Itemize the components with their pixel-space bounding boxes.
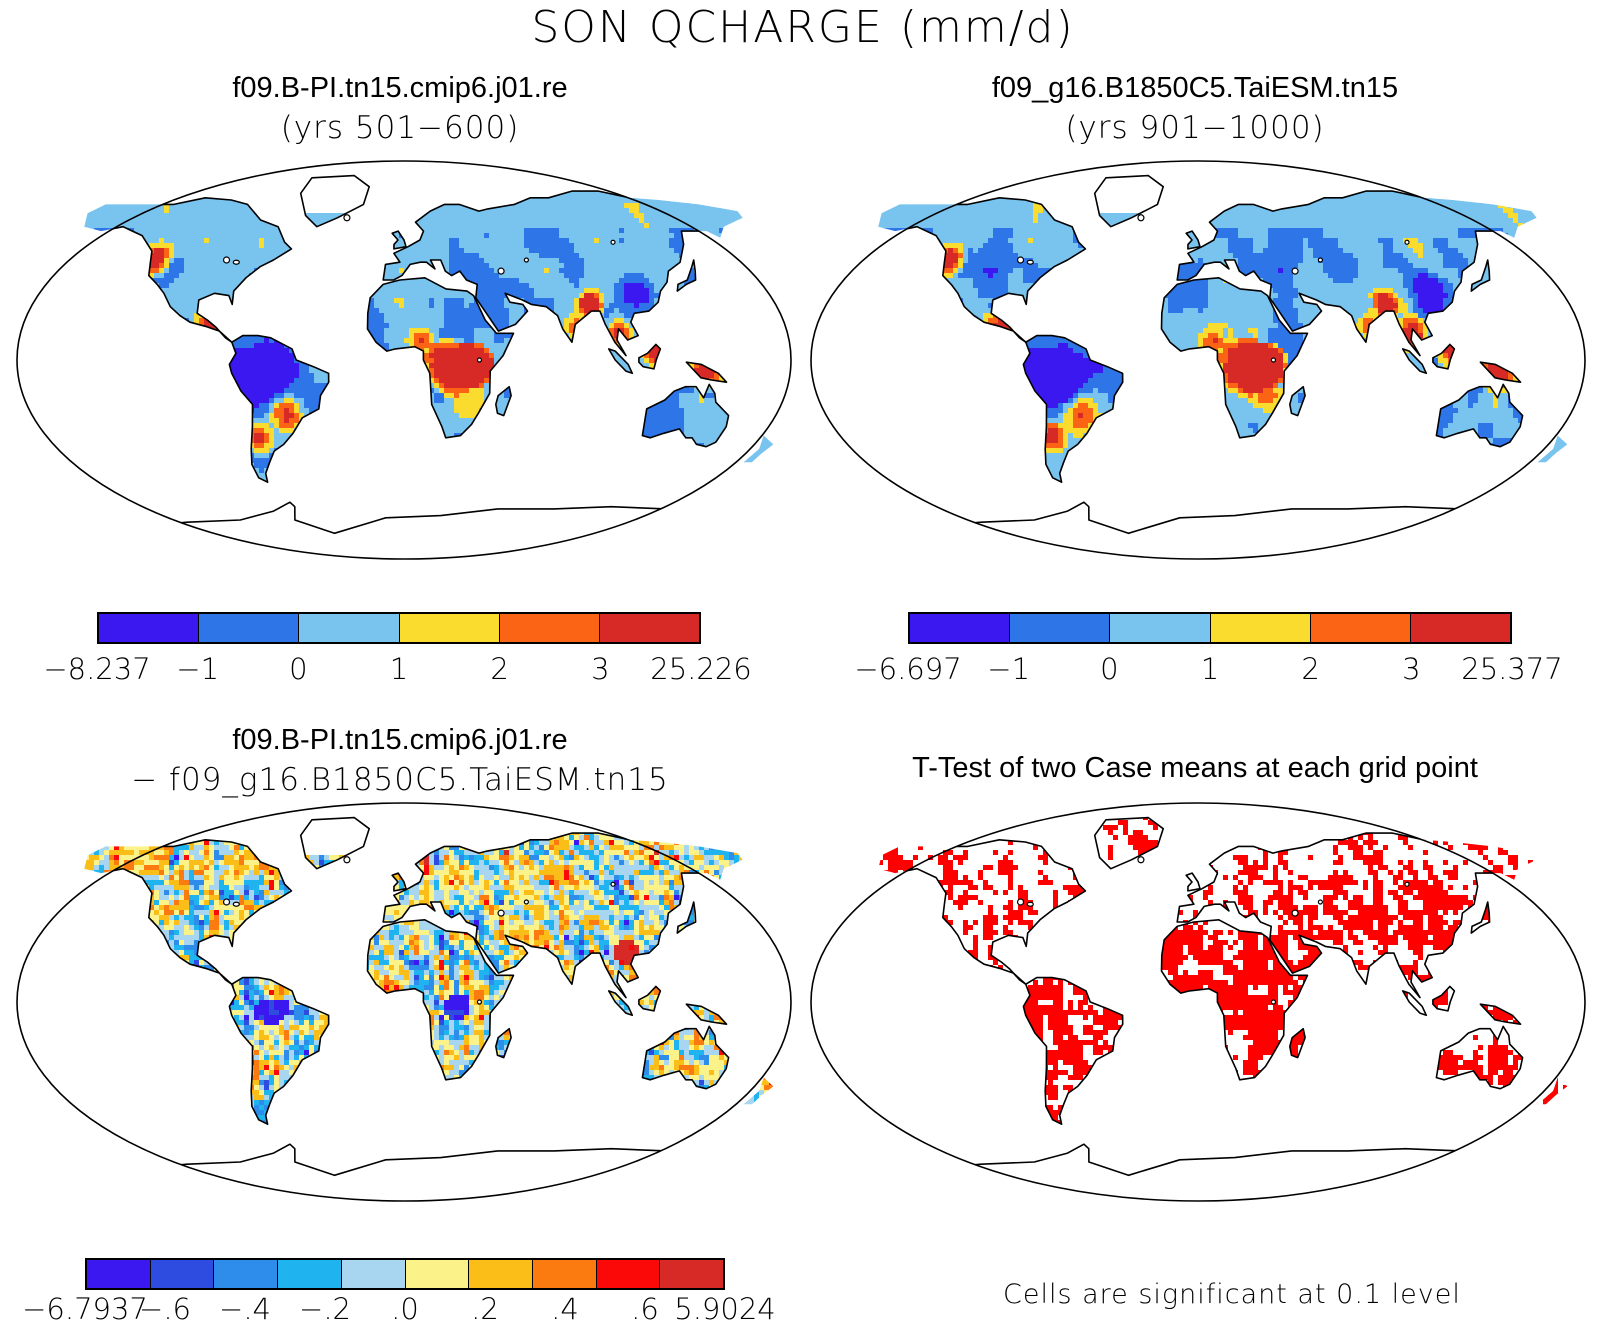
colorbar-swatch <box>99 614 199 642</box>
colorbar-swatch <box>299 614 399 642</box>
colorbar-top-right <box>908 612 1512 644</box>
lake <box>477 358 481 362</box>
colorbar-top-left <box>97 612 701 644</box>
lake <box>1405 240 1409 244</box>
colorbar-tick-label: −6.697 <box>854 652 961 686</box>
colorbar-swatch <box>400 614 500 642</box>
colorbar-swatch <box>1010 614 1110 642</box>
panel-title-bottom-right: T-Test of two Case means at each grid po… <box>800 748 1590 788</box>
colorbar-tick-label: 0 <box>289 652 307 686</box>
significance-note: Cells are significant at 0.1 level <box>1003 1279 1461 1310</box>
lake <box>1138 857 1144 863</box>
colorbar-swatch <box>1211 614 1311 642</box>
figure-title: SON QCHARGE (mm/d) <box>0 2 1606 53</box>
map-panel-bottom-right <box>808 800 1588 1204</box>
panel-title-line1: f09.B-PI.tn15.cmip6.j01.re <box>10 68 790 108</box>
colorbar-swatch <box>214 1260 278 1288</box>
lake <box>1027 902 1033 906</box>
panel-title-line2: (yrs 501−600) <box>10 108 790 148</box>
map-panel-top-left <box>14 158 794 562</box>
colorbar-tick-label: .0 <box>391 1292 419 1326</box>
lake <box>524 900 528 904</box>
colorbar-tick-label: −1 <box>176 652 219 686</box>
colorbar-tick-label: −8.237 <box>43 652 150 686</box>
colorbar-tick-label: 3 <box>591 652 609 686</box>
lake <box>1405 882 1409 886</box>
colorbar-swatch <box>660 1260 723 1288</box>
panel-title-line1: f09_g16.B1850C5.TaiESM.tn15 <box>800 68 1590 108</box>
colorbar-tick-label: 0 <box>1100 652 1118 686</box>
lake <box>344 215 350 221</box>
colorbar-swatch <box>87 1260 151 1288</box>
colorbar-swatch <box>406 1260 470 1288</box>
lake <box>233 260 239 264</box>
colorbar-tick-label: 5.9024 <box>674 1292 775 1326</box>
panel-title-bottom-left: f09.B-PI.tn15.cmip6.j01.re − f09_g16.B18… <box>0 720 800 800</box>
lake <box>344 857 350 863</box>
lake <box>1027 260 1033 264</box>
lake <box>611 240 615 244</box>
lake <box>498 910 504 916</box>
colorbar-tick-label: 2 <box>490 652 508 686</box>
colorbar-tick-label: 3 <box>1402 652 1420 686</box>
panel-title-top-left: f09.B-PI.tn15.cmip6.j01.re (yrs 501−600) <box>10 68 790 148</box>
colorbar-bottom-left <box>85 1258 725 1290</box>
colorbar-tick-label: .6 <box>631 1292 659 1326</box>
colorbar-swatch <box>600 614 699 642</box>
colorbar-tick-label: 25.377 <box>1461 652 1562 686</box>
colorbar-swatch <box>910 614 1010 642</box>
colorbar-swatch <box>342 1260 406 1288</box>
colorbar-swatch <box>597 1260 661 1288</box>
lake <box>498 268 504 274</box>
lake <box>1018 899 1024 905</box>
colorbar-tick-label: −.4 <box>219 1292 271 1326</box>
lake <box>1292 910 1298 916</box>
colorbar-swatch <box>1110 614 1210 642</box>
panel-title-line1: T-Test of two Case means at each grid po… <box>800 748 1590 788</box>
colorbar-tick-label: −6.7937 <box>22 1292 148 1326</box>
map-panel-bottom-left <box>14 800 794 1204</box>
panel-title-line2: (yrs 901−1000) <box>800 108 1590 148</box>
colorbar-tick-label: −1 <box>987 652 1030 686</box>
lake <box>1318 258 1322 262</box>
lake <box>1292 268 1298 274</box>
colorbar-tick-label: −.2 <box>299 1292 351 1326</box>
map-panel-top-right <box>808 158 1588 562</box>
lake <box>611 882 615 886</box>
lake <box>233 902 239 906</box>
lake <box>1271 1000 1275 1004</box>
colorbar-tick-label: −.6 <box>139 1292 191 1326</box>
colorbar-swatch <box>1311 614 1411 642</box>
colorbar-swatch <box>199 614 299 642</box>
colorbar-swatch <box>278 1260 342 1288</box>
lake <box>1318 900 1322 904</box>
lake <box>224 257 230 263</box>
lake <box>524 258 528 262</box>
lake <box>1018 257 1024 263</box>
lake <box>477 1000 481 1004</box>
colorbar-swatch <box>533 1260 597 1288</box>
colorbar-swatch <box>151 1260 215 1288</box>
colorbar-tick-label: 2 <box>1301 652 1319 686</box>
colorbar-swatch <box>500 614 600 642</box>
lake <box>224 899 230 905</box>
panel-title-line1: f09.B-PI.tn15.cmip6.j01.re <box>0 720 800 760</box>
colorbar-swatch <box>469 1260 533 1288</box>
lake <box>1138 215 1144 221</box>
colorbar-tick-label: .4 <box>551 1292 579 1326</box>
colorbar-swatch <box>1411 614 1510 642</box>
colorbar-tick-label: 1 <box>1201 652 1219 686</box>
colorbar-tick-label: .2 <box>471 1292 499 1326</box>
lake <box>1271 358 1275 362</box>
panel-title-line2: − f09_g16.B1850C5.TaiESM.tn15 <box>0 760 800 800</box>
colorbar-tick-label: 25.226 <box>650 652 751 686</box>
colorbar-tick-label: 1 <box>390 652 408 686</box>
panel-title-top-right: f09_g16.B1850C5.TaiESM.tn15 (yrs 901−100… <box>800 68 1590 148</box>
